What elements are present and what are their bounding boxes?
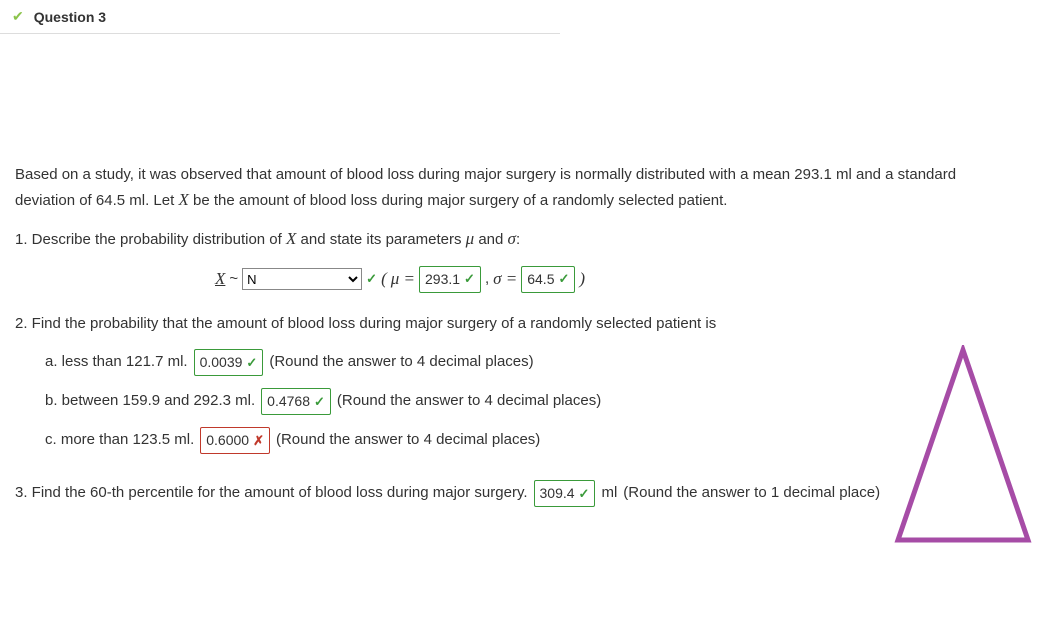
mu-symbol: μ — [466, 229, 475, 248]
q2c-row: c. more than 123.5 ml. 0.6000 ✗ (Round t… — [45, 427, 985, 454]
mu-input[interactable]: 293.1 ✓ — [419, 266, 481, 293]
q2-answers: a. less than 121.7 ml. 0.0039 ✓ (Round t… — [15, 349, 985, 454]
comma: , — [485, 268, 489, 291]
sigma-symbol: σ — [508, 229, 516, 248]
check-icon: ✓ — [246, 353, 257, 373]
q2b-value: 0.4768 — [267, 391, 310, 412]
open-paren: ( — [381, 266, 387, 292]
q2-prompt: 2. Find the probability that the amount … — [15, 313, 985, 336]
check-icon: ✓ — [579, 484, 590, 504]
check-icon: ✓ — [558, 269, 569, 289]
round-hint: (Round the answer to 4 decimal places) — [337, 390, 601, 413]
check-icon: ✓ — [314, 392, 325, 412]
q2b-label: b. between 159.9 and 292.3 ml. — [45, 390, 255, 413]
q3-prompt: 3. Find the 60-th percentile for the amo… — [15, 482, 528, 505]
distribution-row: X ~ N ✓ ( μ = 293.1 ✓ , σ = 64.5 ✓ ) — [15, 266, 985, 293]
q3-input[interactable]: 309.4 ✓ — [534, 480, 596, 507]
question-header: ✔ Question 3 — [0, 0, 560, 34]
question-title: Question 3 — [34, 9, 106, 25]
sigma-label: σ = — [493, 266, 517, 292]
check-icon: ✓ — [366, 269, 377, 289]
q2b-row: b. between 159.9 and 292.3 ml. 0.4768 ✓ … — [45, 388, 985, 415]
q2a-input[interactable]: 0.0039 ✓ — [194, 349, 264, 376]
tilde: ~ — [229, 268, 238, 291]
triangle-decoration — [893, 345, 1033, 545]
intro-paragraph: Based on a study, it was observed that a… — [15, 164, 985, 212]
variable-x: X — [178, 190, 188, 209]
check-icon: ✓ — [464, 269, 475, 289]
q3-unit: ml — [601, 482, 617, 505]
q1-colon: : — [516, 231, 520, 248]
q2a-row: a. less than 121.7 ml. 0.0039 ✓ (Round t… — [45, 349, 985, 376]
q1-prompt: 1. Describe the probability distribution… — [15, 226, 985, 252]
round-hint: (Round the answer to 4 decimal places) — [276, 429, 540, 452]
mu-value: 293.1 — [425, 269, 460, 290]
q3-row: 3. Find the 60-th percentile for the amo… — [15, 480, 985, 507]
q2c-input[interactable]: 0.6000 ✗ — [200, 427, 270, 454]
intro-text-b: be the amount of blood loss during major… — [189, 192, 728, 209]
close-paren: ) — [579, 266, 585, 292]
variable-x: X — [215, 266, 225, 292]
q2b-input[interactable]: 0.4768 ✓ — [261, 388, 331, 415]
variable-x: X — [286, 229, 296, 248]
distribution-select[interactable]: N — [242, 268, 362, 290]
q2a-value: 0.0039 — [200, 352, 243, 373]
q1-and: and — [474, 231, 507, 248]
sigma-input[interactable]: 64.5 ✓ — [521, 266, 575, 293]
q3-value: 309.4 — [540, 483, 575, 504]
check-icon: ✔ — [12, 8, 24, 25]
q1-text-a: 1. Describe the probability distribution… — [15, 231, 286, 248]
mu-label: μ = — [391, 266, 415, 292]
question-content: Based on a study, it was observed that a… — [0, 34, 1000, 534]
q2c-label: c. more than 123.5 ml. — [45, 429, 194, 452]
round-hint: (Round the answer to 4 decimal places) — [269, 351, 533, 374]
sigma-value: 64.5 — [527, 269, 554, 290]
q2a-label: a. less than 121.7 ml. — [45, 351, 188, 374]
q3-round-hint: (Round the answer to 1 decimal place) — [623, 482, 880, 505]
q1-text-b: and state its parameters — [296, 231, 465, 248]
cross-icon: ✗ — [253, 431, 264, 451]
q2c-value: 0.6000 — [206, 430, 249, 451]
